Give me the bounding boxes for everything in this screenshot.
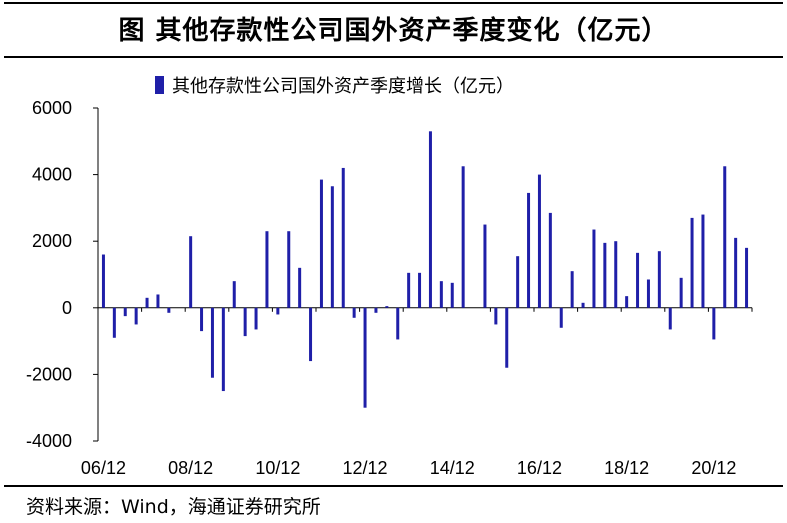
bar <box>559 307 563 328</box>
x-tick-label: 12/12 <box>343 458 388 478</box>
bar <box>156 294 160 308</box>
bar <box>734 237 738 308</box>
bar <box>167 307 171 313</box>
title-rule <box>4 56 783 58</box>
bar <box>527 192 531 308</box>
bar <box>145 297 149 308</box>
legend-swatch <box>155 76 164 94</box>
bar <box>210 307 214 378</box>
bar <box>123 307 127 317</box>
bar <box>603 242 607 308</box>
bar <box>636 252 640 308</box>
legend-label: 其他存款性公司国外资产季度增长（亿元） <box>172 76 514 97</box>
bar <box>418 272 422 308</box>
y-tick-label: 4000 <box>32 165 72 185</box>
legend: 其他存款性公司国外资产季度增长（亿元） <box>155 72 514 98</box>
bar <box>319 179 323 308</box>
y-tick-label: 2000 <box>32 231 72 251</box>
top-rule <box>4 2 783 4</box>
bar <box>363 307 367 408</box>
bar <box>614 241 618 308</box>
bar <box>679 277 683 308</box>
bar <box>200 307 204 332</box>
bar <box>712 307 716 340</box>
bar <box>243 307 247 337</box>
bar <box>625 296 629 308</box>
y-tick-label: -2000 <box>26 364 72 384</box>
bar <box>134 307 138 325</box>
x-tick-label: 08/12 <box>168 458 213 478</box>
bar <box>570 271 574 308</box>
bar <box>646 279 650 308</box>
x-tick-label: 18/12 <box>604 458 649 478</box>
bar <box>581 302 585 308</box>
bar <box>374 307 378 313</box>
bar <box>450 282 454 308</box>
bar <box>668 307 672 330</box>
x-tick-label: 06/12 <box>81 458 126 478</box>
y-tick-label: 6000 <box>32 98 72 118</box>
x-tick-label: 16/12 <box>517 458 562 478</box>
bar <box>701 214 705 308</box>
bar <box>352 307 356 318</box>
bar <box>548 212 552 308</box>
bar <box>516 256 520 308</box>
bar <box>254 307 258 330</box>
bar <box>690 217 694 308</box>
bar <box>265 231 269 308</box>
bar <box>592 229 596 308</box>
bar <box>309 307 313 362</box>
bar <box>461 166 465 308</box>
bar <box>287 231 291 308</box>
bar <box>189 236 193 308</box>
bar <box>723 166 727 308</box>
bar <box>407 272 411 308</box>
bar <box>494 307 498 325</box>
bar <box>330 186 334 308</box>
bar <box>232 281 236 308</box>
bar <box>745 247 749 308</box>
x-tick-label: 14/12 <box>430 458 475 478</box>
bar <box>483 224 487 308</box>
bar <box>396 307 400 340</box>
bar <box>505 307 509 368</box>
bar <box>221 307 225 392</box>
bar <box>428 131 432 308</box>
bar <box>112 307 116 338</box>
source-note: 资料来源：Wind，海通证券研究所 <box>26 496 321 518</box>
bottom-rule <box>4 485 783 487</box>
y-tick-label: 0 <box>62 298 72 318</box>
bar <box>537 174 541 308</box>
bar <box>657 251 661 308</box>
bar <box>276 307 280 315</box>
x-tick-label: 10/12 <box>255 458 300 478</box>
bar <box>341 167 345 308</box>
bar <box>385 306 389 308</box>
y-tick-label: -4000 <box>26 431 72 451</box>
bar <box>298 267 302 308</box>
bar <box>101 254 105 308</box>
bar <box>439 281 443 308</box>
x-tick-label: 20/12 <box>691 458 736 478</box>
chart-title: 图 其他存款性公司国外资产季度变化（亿元） <box>118 16 669 46</box>
